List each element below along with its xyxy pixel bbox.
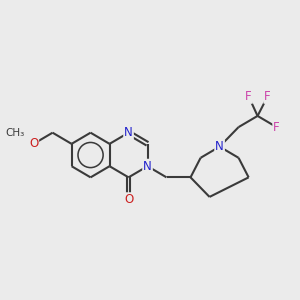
Text: N: N: [124, 126, 133, 139]
Text: CH₃: CH₃: [5, 128, 24, 138]
Text: F: F: [245, 90, 252, 103]
Text: N: N: [215, 140, 224, 153]
Text: F: F: [273, 121, 280, 134]
Text: F: F: [264, 90, 271, 103]
Text: O: O: [29, 137, 38, 150]
Text: N: N: [143, 160, 152, 173]
Text: O: O: [124, 193, 133, 206]
